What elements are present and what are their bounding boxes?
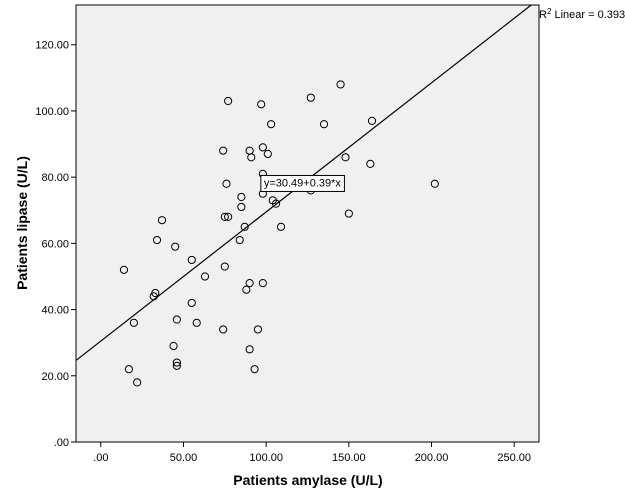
x-tick-label: 200.00 — [415, 452, 449, 464]
data-point — [306, 93, 315, 102]
data-point — [222, 179, 231, 188]
x-axis-title: Patients amylase (U/L) — [233, 472, 382, 488]
x-tick-label: 50.00 — [170, 452, 198, 464]
data-point — [172, 358, 181, 367]
data-point — [200, 272, 210, 281]
y-tick-label: 40.00 — [41, 305, 69, 317]
data-point — [341, 153, 350, 162]
equation-annotation: y=30.49+0.39*x — [260, 174, 345, 192]
y-tick-label: 20.00 — [41, 371, 69, 383]
y-tick-label: 120.00 — [35, 40, 69, 52]
x-tick-label: .00 — [93, 452, 108, 464]
data-point — [224, 212, 233, 221]
data-point — [247, 153, 256, 162]
x-tick-label: 100.00 — [249, 452, 283, 464]
data-point — [119, 265, 129, 274]
data-point — [344, 209, 353, 218]
data-point — [257, 100, 266, 109]
data-point — [172, 315, 181, 324]
data-point — [430, 179, 439, 188]
data-point — [367, 116, 377, 125]
data-point — [258, 143, 267, 152]
data-point — [235, 235, 244, 245]
data-point — [157, 216, 167, 225]
data-point — [267, 120, 276, 129]
r2-label-superscript: 2 — [547, 7, 552, 16]
data-points — [119, 80, 439, 387]
data-point — [250, 365, 259, 374]
y-tick-label: 60.00 — [41, 238, 69, 250]
y-axis: .00 20.00 40.00 60.00 80.00 100.00 120.00 — [35, 40, 76, 449]
data-point — [253, 325, 262, 334]
data-point — [219, 146, 228, 155]
data-point — [319, 120, 329, 129]
data-point — [258, 278, 267, 288]
data-point — [263, 149, 272, 159]
r2-label-prefix: R — [539, 9, 547, 21]
y-tick-label: 80.00 — [41, 172, 69, 184]
data-point — [169, 341, 178, 351]
data-point — [245, 345, 254, 354]
x-tick-label: 250.00 — [497, 452, 531, 464]
y-axis-title: Patients lipase (U/L) — [14, 156, 30, 290]
equation-label: y=30.49+0.39*x — [264, 177, 342, 189]
x-tick-label: 150.00 — [332, 452, 366, 464]
plot-area — [75, 4, 540, 443]
data-point — [124, 365, 134, 374]
data-point — [276, 222, 286, 231]
r2-linear-label: R2 Linear = 0.393 — [539, 7, 625, 22]
r2-label-suffix: Linear = 0.393 — [551, 9, 625, 21]
y-tick-label: 100.00 — [35, 106, 69, 118]
data-point — [237, 202, 246, 212]
x-axis: .00 50.00 100.00 150.00 200.00 250.00 — [93, 442, 531, 464]
data-point — [171, 242, 180, 251]
y-tick-label: .00 — [54, 437, 69, 449]
data-point — [224, 96, 233, 106]
data-point — [152, 235, 162, 245]
data-point — [172, 361, 181, 370]
data-point — [187, 298, 196, 308]
data-point — [219, 325, 228, 334]
data-point — [187, 255, 196, 265]
data-point — [245, 278, 254, 288]
data-point — [336, 80, 345, 89]
data-point — [129, 318, 138, 327]
data-point — [192, 318, 201, 327]
equation-box — [260, 174, 345, 192]
data-point — [271, 199, 281, 208]
data-point — [242, 285, 251, 294]
data-point — [151, 288, 160, 298]
data-point — [240, 222, 249, 231]
data-point — [220, 212, 229, 221]
data-point — [237, 192, 246, 202]
data-point — [133, 378, 142, 387]
data-point — [220, 262, 229, 271]
data-point — [366, 159, 375, 169]
